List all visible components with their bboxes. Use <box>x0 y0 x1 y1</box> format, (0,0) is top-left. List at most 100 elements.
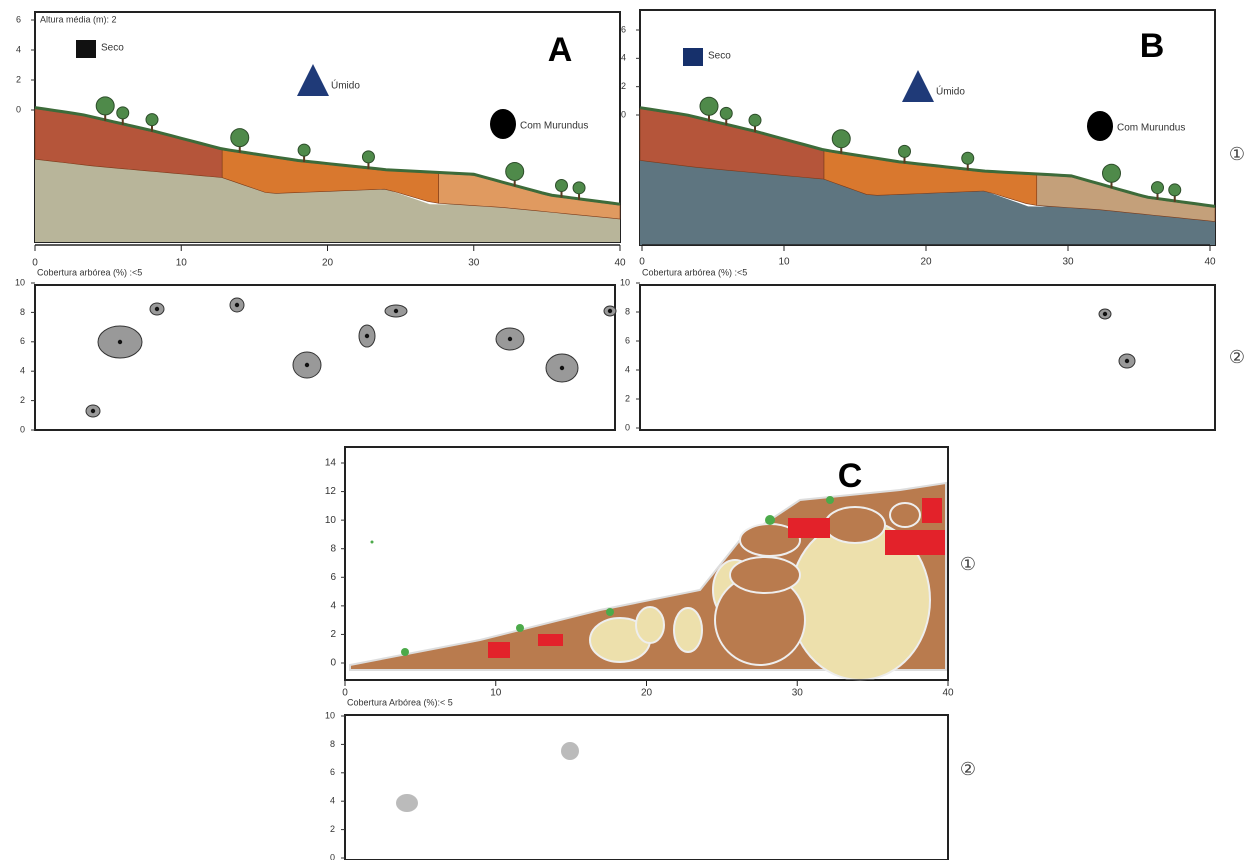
tree-stem <box>235 303 239 307</box>
cover-y-tick-label: 8 <box>625 306 630 316</box>
tree-stem <box>394 309 398 313</box>
cover-y-tick-label: 6 <box>625 335 630 345</box>
y-tick-label: 6 <box>16 14 21 24</box>
x-tick-label: 20 <box>641 688 653 699</box>
cover-y-tick-label: 8 <box>330 739 335 749</box>
cover-label: Cobertura Arbórea (%):< 5 <box>347 697 453 707</box>
cover-y-tick-label: 8 <box>20 307 25 317</box>
y-tick-label: 4 <box>330 600 336 611</box>
cover-y-tick-label: 0 <box>330 852 335 860</box>
tree-crown <box>146 114 158 126</box>
tree-crown <box>962 152 974 164</box>
legend-label: Com Murundus <box>1117 123 1185 134</box>
cover-y-tick-label: 4 <box>625 364 630 374</box>
tree-crown <box>96 97 114 115</box>
panel-marker: ② <box>960 759 976 779</box>
legend-circle <box>1087 111 1113 141</box>
y-tick-label: 0 <box>16 104 21 114</box>
soil-block <box>730 557 800 593</box>
tree-stem <box>1103 312 1107 316</box>
y-tick-label: 2 <box>330 629 336 640</box>
red-block <box>488 642 510 658</box>
cover-y-tick-label: 6 <box>20 336 25 346</box>
cover-y-tick-label: 0 <box>20 424 25 434</box>
tree-crown <box>117 107 129 119</box>
y-tick-label: 4 <box>16 44 21 54</box>
legend-label: Seco <box>708 51 731 62</box>
legend-circle <box>490 109 516 139</box>
panel-letter: C <box>838 457 863 495</box>
cover-y-tick-label: 2 <box>625 393 630 403</box>
vegetation <box>516 624 524 632</box>
cover-y-tick-label: 4 <box>20 366 25 376</box>
soil-block <box>890 503 920 527</box>
vegetation <box>606 608 614 616</box>
panel-marker: ② <box>1229 347 1245 367</box>
tree-stem <box>608 309 612 313</box>
x-tick-label: 30 <box>468 258 480 269</box>
tree-crown <box>231 129 249 147</box>
y-tick-label: 6 <box>621 24 626 34</box>
panel-letter: B <box>1140 27 1165 65</box>
x-tick-label: 20 <box>322 258 334 269</box>
vegetation <box>371 541 374 544</box>
x-tick-label: 20 <box>920 257 932 268</box>
tree-crown-projection <box>561 742 579 760</box>
legend-square <box>76 40 96 58</box>
tree-crown <box>1103 164 1121 182</box>
tree-crown <box>700 97 718 115</box>
legend-label: Úmido <box>936 85 965 98</box>
legend-square <box>683 48 703 66</box>
y-tick-label: 12 <box>325 486 337 497</box>
cover-label: Cobertura arbórea (%) :<5 <box>642 267 747 277</box>
red-block <box>922 498 942 523</box>
y-tick-label: 2 <box>16 74 21 84</box>
x-tick-label: 10 <box>176 258 188 269</box>
height-note: Altura média (m): 2 <box>40 14 117 24</box>
tree-stem <box>1125 359 1129 363</box>
tree-stem <box>560 366 564 370</box>
panel-letter: A <box>548 31 573 69</box>
x-tick-label: 0 <box>639 257 645 268</box>
legend-label: Com Murundus <box>520 121 588 132</box>
tree-stem <box>508 337 512 341</box>
soil-block <box>825 507 885 543</box>
tree-crown <box>720 107 732 119</box>
legend-label: Úmido <box>331 79 360 92</box>
red-block <box>885 530 945 555</box>
tree-crown <box>1169 184 1181 196</box>
tree-crown <box>749 114 761 126</box>
tree-crown <box>506 162 524 180</box>
cover-y-tick-label: 2 <box>20 395 25 405</box>
sand-patch <box>674 608 702 652</box>
panel-marker: ① <box>1229 144 1245 164</box>
cover-y-tick-label: 10 <box>620 277 630 287</box>
cover-y-tick-label: 0 <box>625 422 630 432</box>
cover-y-tick-label: 10 <box>325 710 335 720</box>
tree-crown <box>556 180 568 192</box>
tree-stem <box>118 340 122 344</box>
y-tick-label: 0 <box>330 658 336 669</box>
cover-y-tick-label: 6 <box>330 767 335 777</box>
x-tick-label: 30 <box>1062 257 1074 268</box>
x-tick-label: 40 <box>1204 257 1216 268</box>
y-tick-label: 14 <box>325 458 337 469</box>
tree-crown-projection <box>396 794 418 812</box>
tree-stem <box>155 307 159 311</box>
tree-crown <box>362 151 374 163</box>
y-tick-label: 0 <box>621 109 626 119</box>
y-tick-label: 10 <box>325 515 337 526</box>
legend-label: Seco <box>101 43 124 54</box>
vegetation <box>401 648 409 656</box>
y-tick-label: 2 <box>621 81 626 91</box>
x-tick-label: 10 <box>778 257 790 268</box>
y-tick-label: 6 <box>330 572 336 583</box>
red-block <box>788 518 830 538</box>
cover-y-tick-label: 4 <box>330 796 335 806</box>
tree-crown <box>1152 182 1164 194</box>
cover-label: Cobertura arbórea (%) :<5 <box>37 267 142 277</box>
cover-y-tick-label: 10 <box>15 277 25 287</box>
vegetation <box>765 515 775 525</box>
vegetation <box>826 496 834 504</box>
x-tick-label: 30 <box>792 688 804 699</box>
